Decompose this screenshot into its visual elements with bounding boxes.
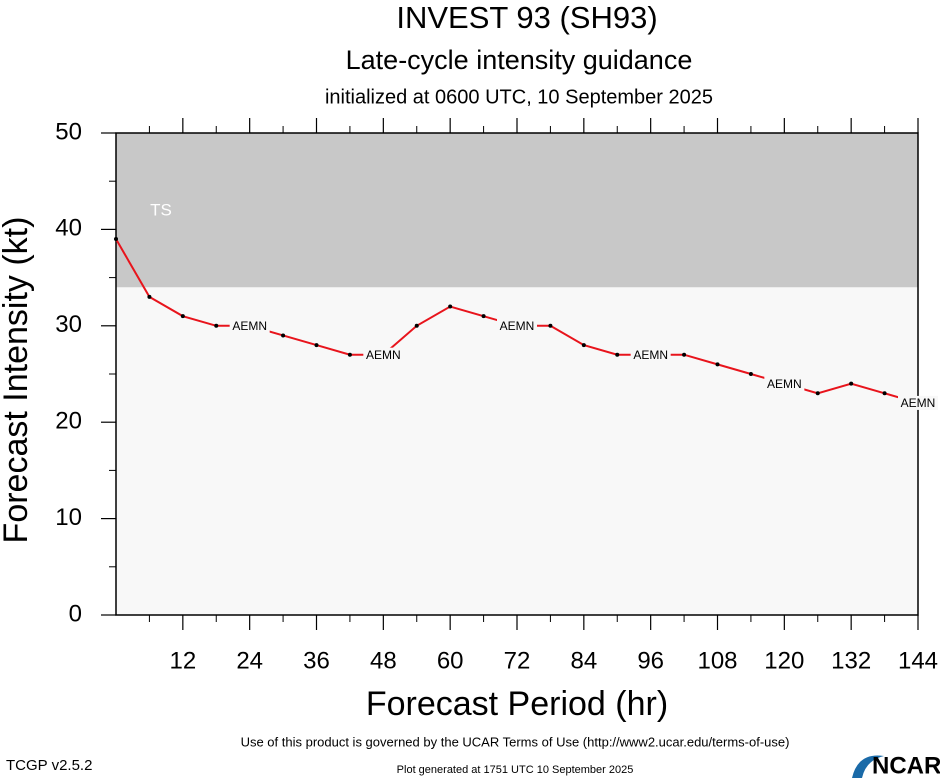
chart-title: INVEST 93 (SH93) [396,0,657,35]
data-point [281,333,286,338]
logo-text: NCAR [872,752,940,779]
generated-text: Plot generated at 1751 UTC 10 September … [397,764,634,776]
series-label: AEMN [633,348,668,362]
chart-subtitle: Late-cycle intensity guidance [346,45,693,75]
x-tick-label: 132 [831,647,871,674]
intensity-band [116,133,918,288]
data-point [815,391,820,396]
data-point [715,362,720,367]
data-point [548,323,553,328]
version-text: TCGP v2.5.2 [6,757,92,774]
ncar-logo: NCAR [852,752,940,779]
x-tick-label: 96 [637,647,664,674]
y-tick-label: 30 [55,311,82,338]
series-label: AEMN [366,348,401,362]
series-label-bg [630,347,671,362]
data-point [849,381,854,386]
data-point [682,352,687,357]
terms-text: Use of this product is governed by the U… [241,734,790,749]
y-tick-label: 40 [55,215,82,242]
series-label-bg [363,347,404,362]
x-tick-label: 72 [504,647,531,674]
y-axis-label: Forecast Intensity (kt) [0,217,35,544]
series-label: AEMN [767,377,802,391]
data-point [214,323,219,328]
data-point [414,323,419,328]
series-label: AEMN [500,319,535,333]
y-tick-label: 20 [55,408,82,435]
data-point [882,391,887,396]
x-tick-label: 108 [697,647,737,674]
x-tick-label: 84 [570,647,597,674]
data-point [147,294,152,299]
series-label-bg [497,318,537,333]
series-label: AEMN [232,319,267,333]
y-tick-label: 10 [55,504,82,531]
data-point [615,352,620,357]
logo-swoosh [852,755,884,778]
x-tick-label: 60 [437,647,464,674]
x-tick-label: 12 [169,647,196,674]
y-tick-label: 0 [69,600,82,627]
x-tick-label: 48 [370,647,397,674]
data-point [180,314,185,319]
y-tick-label: 50 [55,118,82,145]
data-point [581,343,586,348]
data-point [347,352,352,357]
data-point [748,372,753,376]
data-point [448,304,453,309]
series-label-bg [229,318,270,333]
init-text: initialized at 0600 UTC, 10 September 20… [325,86,713,108]
series-label: AEMN [901,396,936,410]
x-tick-label: 24 [236,647,263,674]
x-tick-label: 120 [764,647,804,674]
data-point [314,343,319,348]
x-tick-label: 144 [898,647,938,674]
band-label: TS [150,200,172,219]
data-point [481,314,486,319]
x-axis-label: Forecast Period (hr) [366,685,668,723]
x-tick-label: 36 [303,647,330,674]
data-point [114,237,118,242]
plot-frame [115,132,919,616]
series-label-bg [898,395,938,410]
series-label-bg [764,376,805,391]
